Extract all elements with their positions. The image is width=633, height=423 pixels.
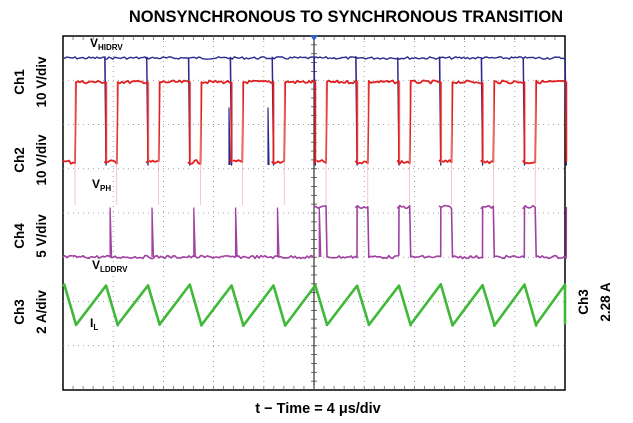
right-channel-label: Ch3 bbox=[576, 289, 591, 315]
trace-label-il: IL bbox=[90, 316, 98, 332]
waveform-traces bbox=[61, 56, 568, 327]
ch2-scale: 10 V/div bbox=[34, 134, 49, 186]
trace-ch2-edge bbox=[409, 82, 443, 205]
ch3-label: Ch3 bbox=[12, 299, 27, 325]
trace-ch2-edge bbox=[283, 82, 317, 205]
trace-ch4-spike bbox=[276, 207, 280, 258]
trigger-marker bbox=[310, 35, 318, 41]
ch4-label: Ch4 bbox=[12, 223, 27, 249]
trace-ch4-spike bbox=[109, 207, 113, 258]
ch3-scale: 2 A/div bbox=[34, 290, 49, 334]
trace-ch2-edge bbox=[200, 82, 233, 205]
trace-ch4-spike bbox=[234, 207, 238, 258]
trace-ch2-edge bbox=[158, 82, 192, 205]
trace-label-ph: VPH bbox=[92, 177, 111, 193]
trace-ch2-edge bbox=[451, 82, 484, 205]
ch4-scale: 5 V/div bbox=[34, 214, 49, 258]
trace-ch1-spike bbox=[267, 107, 270, 166]
ch1-label: Ch1 bbox=[12, 69, 27, 95]
trigger-arrow bbox=[310, 35, 318, 41]
trace-ch2-edge bbox=[116, 82, 150, 205]
trace-ch4-lddrv-sync bbox=[313, 204, 568, 260]
trace-label-hidrv: VHIDRV bbox=[90, 36, 123, 52]
right-channel-value: 2.28 A bbox=[598, 282, 613, 322]
chart-title: NONSYNCHRONOUS TO SYNCHRONOUS TRANSITION bbox=[129, 8, 563, 26]
trace-ch3-il bbox=[61, 283, 567, 327]
x-axis-label: t − Time = 4 μs/div bbox=[255, 401, 380, 417]
ch1-scale: 10 V/div bbox=[34, 56, 49, 108]
ch2-label: Ch2 bbox=[12, 147, 27, 173]
trace-label-lddrv: VLDDRV bbox=[92, 258, 128, 274]
trace-ch1-hidrv bbox=[62, 56, 567, 166]
trace-ch2-edge bbox=[74, 82, 108, 205]
trace-ch2-edge bbox=[325, 82, 359, 205]
trace-ch4-spike bbox=[193, 207, 196, 258]
trace-ch2-edge bbox=[242, 82, 275, 205]
trace-ch4-spike bbox=[151, 207, 155, 258]
trace-ch4-lddrv bbox=[62, 254, 314, 260]
trace-ch2-edge bbox=[367, 82, 401, 205]
trace-ch2-ph bbox=[62, 79, 568, 165]
trace-ch2-edge bbox=[493, 82, 526, 205]
graticule bbox=[63, 36, 565, 390]
trace-ch2-edge bbox=[534, 82, 568, 205]
trace-ch1-spike bbox=[228, 107, 231, 166]
